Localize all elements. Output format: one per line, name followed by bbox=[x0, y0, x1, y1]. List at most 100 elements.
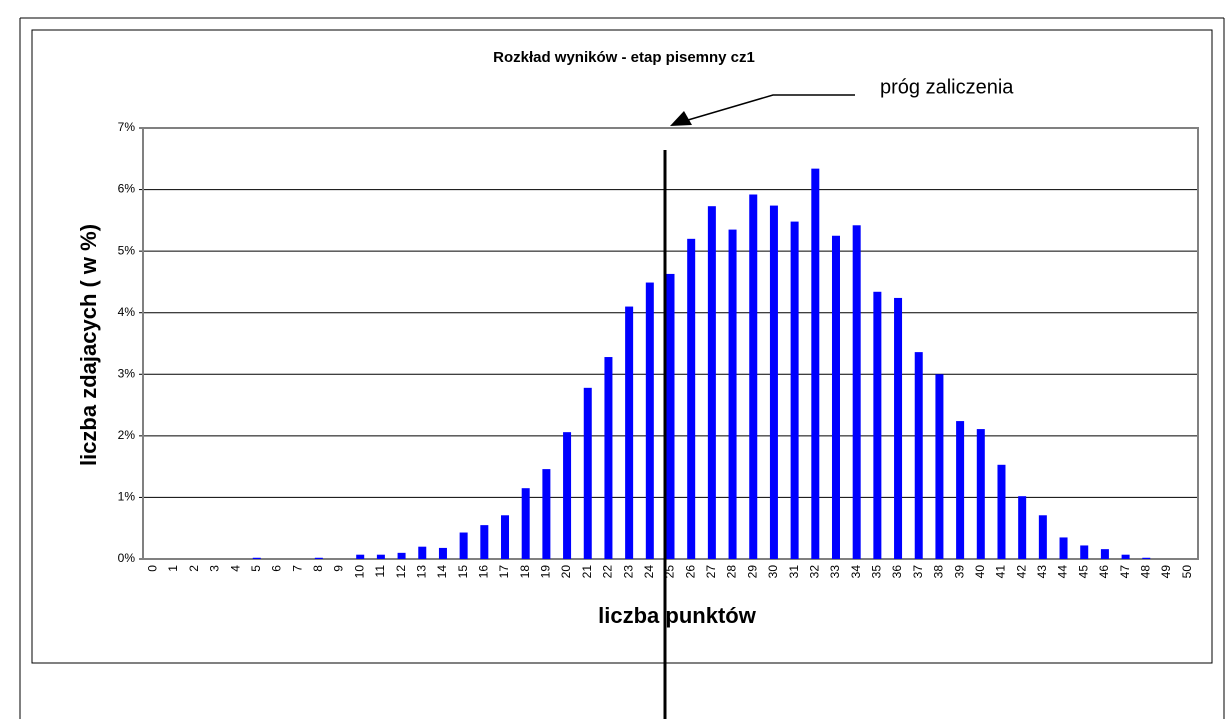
bar bbox=[852, 225, 861, 560]
x-tick-label: 37 bbox=[911, 565, 925, 579]
bar bbox=[1059, 537, 1068, 559]
bar bbox=[438, 547, 447, 559]
x-tick-label: 32 bbox=[807, 565, 821, 579]
bar bbox=[625, 306, 634, 559]
y-tick-label: 3% bbox=[118, 366, 136, 380]
bar bbox=[997, 464, 1006, 559]
bar bbox=[666, 273, 675, 559]
y-tick-label: 4% bbox=[118, 305, 136, 319]
bar bbox=[728, 229, 737, 560]
arrow-head bbox=[670, 111, 692, 126]
bar bbox=[769, 205, 778, 559]
bar bbox=[521, 488, 530, 559]
x-tick-label: 30 bbox=[766, 565, 780, 579]
bar bbox=[914, 352, 923, 559]
chart-title: Rozkład wyników - etap pisemny cz1 bbox=[493, 49, 755, 66]
x-tick-label: 39 bbox=[952, 565, 966, 579]
x-tick-label: 10 bbox=[352, 565, 366, 579]
bar bbox=[935, 374, 944, 559]
x-tick-label: 19 bbox=[539, 565, 553, 579]
bar bbox=[1121, 554, 1130, 559]
x-tick-label: 24 bbox=[642, 565, 656, 579]
x-tick-label: 45 bbox=[1076, 565, 1090, 579]
chart-frame bbox=[31, 29, 1213, 664]
x-tick-label: 20 bbox=[559, 565, 573, 579]
x-tick-label: 28 bbox=[725, 565, 739, 579]
bar bbox=[831, 235, 840, 559]
bar bbox=[749, 194, 758, 560]
x-tick-label: 9 bbox=[332, 565, 346, 572]
bar bbox=[480, 525, 489, 559]
bar bbox=[790, 221, 799, 560]
y-tick-label: 2% bbox=[118, 428, 136, 442]
x-tick-label: 8 bbox=[311, 565, 325, 572]
bar bbox=[583, 387, 592, 559]
bar bbox=[976, 429, 985, 559]
x-tick-label: 47 bbox=[1118, 565, 1132, 579]
x-tick-label: 21 bbox=[580, 565, 594, 579]
x-tick-label: 29 bbox=[745, 565, 759, 579]
x-tick-label: 26 bbox=[683, 565, 697, 579]
bar bbox=[645, 282, 654, 559]
x-tick-label: 15 bbox=[456, 565, 470, 579]
x-tick-label: 0 bbox=[146, 565, 160, 572]
bar bbox=[1018, 496, 1027, 559]
bar bbox=[811, 168, 820, 559]
x-tick-label: 48 bbox=[1138, 565, 1152, 579]
x-tick-label: 14 bbox=[435, 565, 449, 579]
y-tick-label: 5% bbox=[118, 243, 136, 257]
annotation: próg zaliczenia bbox=[880, 76, 1014, 98]
annotation-arrow bbox=[687, 94, 855, 121]
x-tick-label: 3 bbox=[208, 565, 222, 572]
y-tick-label: 0% bbox=[118, 551, 136, 565]
bar bbox=[459, 532, 468, 559]
x-tick-label: 16 bbox=[476, 565, 490, 579]
y-tick-label: 7% bbox=[118, 120, 136, 134]
x-tick-label: 43 bbox=[1035, 565, 1049, 579]
bar bbox=[1100, 549, 1109, 559]
x-tick-label: 5 bbox=[249, 565, 263, 572]
x-tick-label: 31 bbox=[787, 565, 801, 579]
bar bbox=[252, 557, 261, 559]
bar bbox=[1038, 515, 1047, 559]
x-tick-label: 38 bbox=[932, 565, 946, 579]
x-tick-label: 27 bbox=[704, 565, 718, 579]
x-tick-label: 41 bbox=[994, 565, 1008, 579]
x-tick-label: 23 bbox=[621, 565, 635, 579]
x-tick-label: 50 bbox=[1180, 565, 1194, 579]
y-tick-label: 1% bbox=[118, 490, 136, 504]
bar bbox=[1080, 545, 1089, 559]
x-tick-label: 18 bbox=[518, 565, 532, 579]
x-tick-label: 49 bbox=[1159, 565, 1173, 579]
x-tick-label: 34 bbox=[849, 565, 863, 579]
x-tick-label: 7 bbox=[290, 565, 304, 572]
bar bbox=[397, 552, 406, 559]
bar bbox=[873, 291, 882, 559]
y-axis-title: liczba zdajacych ( w %) bbox=[76, 224, 101, 466]
x-tick-label: 2 bbox=[187, 565, 201, 572]
x-tick-label: 40 bbox=[973, 565, 987, 579]
bar bbox=[314, 557, 323, 559]
bar bbox=[604, 357, 613, 559]
x-tick-label: 33 bbox=[828, 565, 842, 579]
bar bbox=[356, 554, 365, 559]
x-tick-label: 36 bbox=[890, 565, 904, 579]
bar bbox=[563, 432, 572, 559]
x-tick-label: 13 bbox=[414, 565, 428, 579]
bar bbox=[501, 515, 510, 559]
bar bbox=[894, 297, 903, 559]
x-tick-label: 17 bbox=[497, 565, 511, 579]
bar bbox=[376, 554, 385, 559]
bar bbox=[707, 206, 716, 559]
x-tick-label: 42 bbox=[1014, 565, 1028, 579]
bar bbox=[956, 421, 965, 559]
x-tick-label: 11 bbox=[373, 565, 387, 578]
x-tick-label: 1 bbox=[166, 565, 180, 572]
x-tick-label: 44 bbox=[1056, 565, 1070, 579]
x-tick-label: 4 bbox=[228, 565, 242, 572]
bar bbox=[1142, 557, 1151, 559]
x-tick-label: 6 bbox=[270, 565, 284, 572]
bar bbox=[687, 238, 696, 560]
